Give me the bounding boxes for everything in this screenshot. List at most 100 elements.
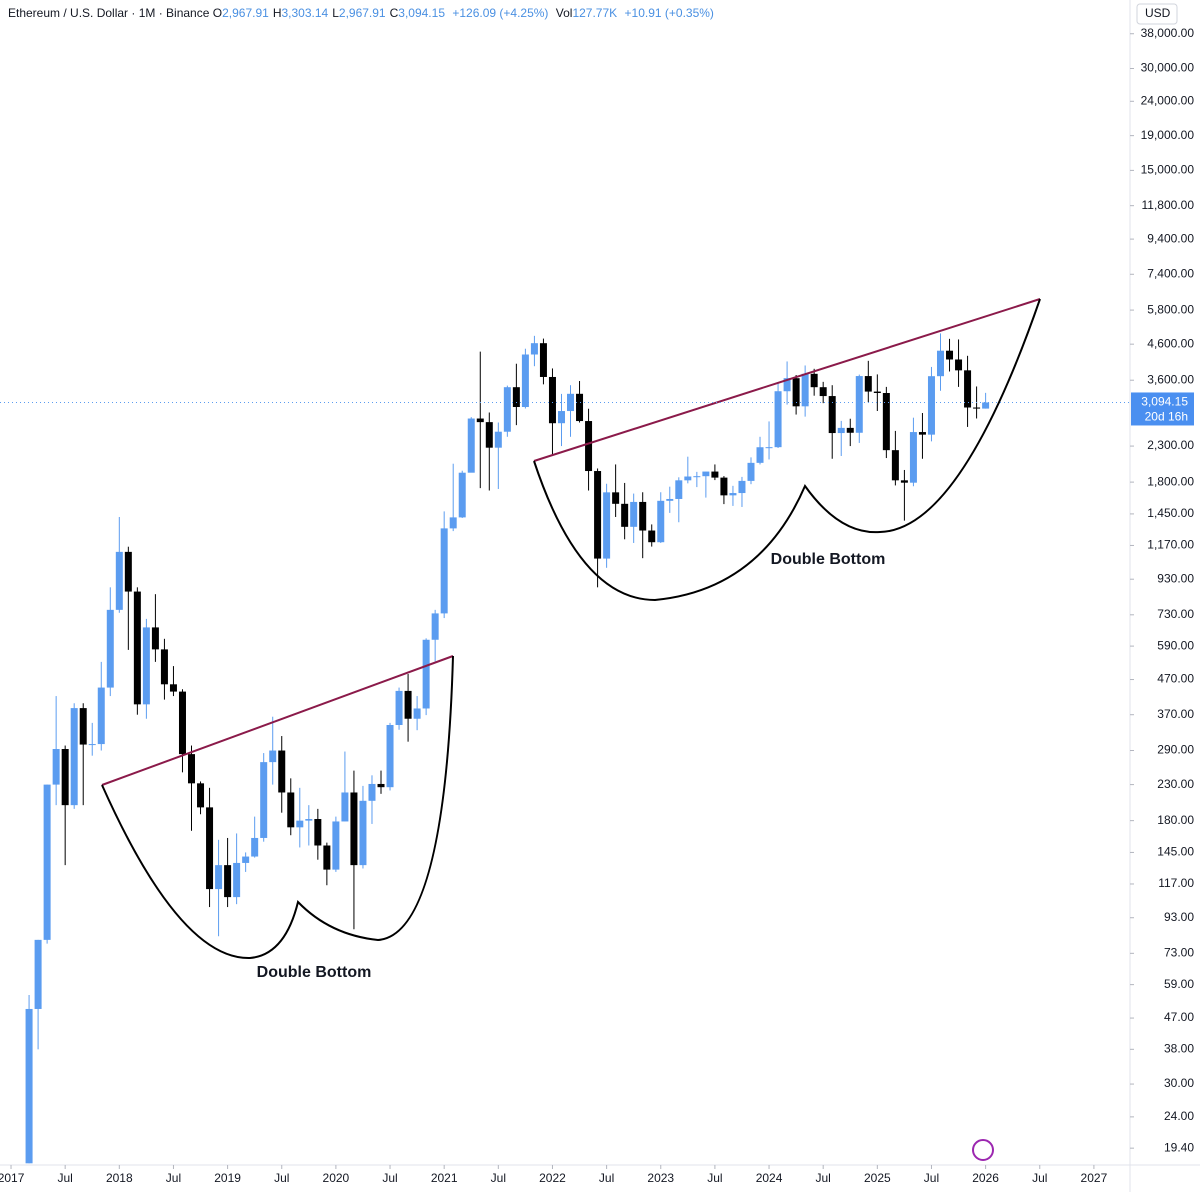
candle-body	[630, 501, 638, 527]
candle-body	[973, 407, 981, 409]
candle-body	[567, 393, 575, 412]
candle-body	[774, 391, 782, 448]
candle-body	[828, 396, 836, 434]
candle-body	[621, 503, 629, 527]
candle-body	[242, 856, 250, 863]
candle-body	[503, 387, 511, 432]
candle-body	[287, 792, 295, 828]
candle-body	[576, 393, 584, 422]
y-tick-label: 19,000.00	[1141, 128, 1195, 142]
candle-body	[224, 865, 232, 898]
ohlc-value: 2,967.91	[222, 6, 269, 20]
candle-body	[675, 480, 683, 499]
candle-body	[783, 378, 791, 392]
candle-body	[485, 422, 493, 448]
candle-body	[927, 376, 935, 435]
x-tick-label: 2022	[539, 1171, 566, 1185]
x-tick-label: 2024	[756, 1171, 783, 1185]
candle-body	[61, 749, 69, 806]
ohlc-value: 3,094.15	[398, 6, 445, 20]
y-tick-label: 230.00	[1157, 777, 1194, 791]
x-tick-label: 2017	[0, 1171, 25, 1185]
candle-body	[557, 411, 565, 424]
currency-box[interactable]	[1136, 3, 1178, 25]
x-tick-label: 2027	[1081, 1171, 1108, 1185]
candle-body	[206, 807, 214, 890]
volume-label: Vol	[555, 6, 573, 20]
y-tick-label: 4,600.00	[1147, 336, 1194, 350]
ohlc-value: 3,303.14	[281, 6, 329, 20]
candle-body	[837, 427, 845, 434]
candle-body	[855, 376, 863, 433]
y-tick-label: 470.00	[1157, 672, 1194, 686]
candle-body	[178, 691, 186, 755]
last-price-label: 3,094.15	[1141, 395, 1188, 409]
x-tick-label: Jul	[382, 1171, 397, 1185]
pattern-outline	[533, 298, 1041, 602]
y-tick-label: 7,400.00	[1147, 266, 1194, 280]
candle-body	[124, 551, 132, 592]
volume-change: +10.91 (+0.35%)	[624, 6, 714, 20]
candle-body	[413, 708, 421, 719]
candle-body	[765, 447, 773, 449]
y-tick-label: 30,000.00	[1141, 61, 1195, 75]
candle-body	[440, 528, 448, 614]
y-tick-label: 11,800.00	[1142, 198, 1195, 212]
y-tick-label: 3,600.00	[1147, 372, 1194, 386]
x-tick-label: 2019	[214, 1171, 241, 1185]
candle-body	[341, 792, 349, 822]
currency: USD	[1145, 6, 1171, 20]
candle-body	[747, 462, 755, 481]
chart-header: Ethereum / U.S. Dollar · 1M · Binance O2…	[8, 6, 718, 20]
x-tick-label: Jul	[924, 1171, 939, 1185]
candle-body	[296, 820, 304, 828]
candle-body	[233, 862, 241, 898]
y-tick-label: 1,170.00	[1147, 538, 1194, 552]
volume-value: 127.77K	[572, 6, 618, 20]
candle-body	[422, 639, 430, 709]
candle-body	[476, 418, 484, 423]
candle-body	[188, 754, 196, 784]
candle-body	[738, 480, 746, 494]
candle-body	[657, 500, 665, 543]
candle-body	[711, 471, 719, 478]
x-tick-label: 2020	[323, 1171, 350, 1185]
candle-body	[269, 750, 277, 763]
candle-body	[142, 627, 150, 705]
candle-body	[955, 359, 963, 371]
countdown: 20d 16h	[1145, 410, 1188, 424]
x-tick-label: 2023	[647, 1171, 674, 1185]
y-tick-label: 9,400.00	[1147, 231, 1194, 245]
candle-body	[530, 343, 538, 355]
x-tick-label: Jul	[491, 1171, 506, 1185]
candles	[25, 333, 990, 1164]
candle-body	[720, 477, 728, 496]
candle-body	[368, 783, 376, 801]
x-tick-label: Jul	[1032, 1171, 1047, 1185]
candle-body	[133, 591, 141, 705]
candle-body	[612, 492, 620, 504]
candle-body	[512, 387, 520, 408]
candle-body	[494, 431, 502, 448]
x-tick-label: Jul	[274, 1171, 289, 1185]
candle-body	[52, 749, 60, 785]
candle-body	[539, 343, 547, 377]
candle-body	[918, 432, 926, 435]
ohlc-label: O	[212, 6, 223, 20]
candle-body	[350, 792, 358, 866]
icon[interactable]	[972, 1139, 994, 1161]
x-tick-label: Jul	[599, 1171, 614, 1185]
annotation: Double Bottom	[771, 551, 886, 568]
candle-body	[251, 837, 259, 857]
candle-body	[332, 821, 340, 870]
y-tick-label: 1,800.00	[1147, 474, 1194, 488]
candle-body	[278, 750, 286, 793]
candle-body	[648, 530, 656, 543]
candle-body	[585, 421, 593, 472]
candle-body	[982, 402, 990, 409]
candle-body	[864, 376, 872, 392]
y-tick-label: 38,000.00	[1141, 26, 1195, 40]
candle-body	[106, 609, 114, 688]
candle-body	[548, 376, 556, 424]
